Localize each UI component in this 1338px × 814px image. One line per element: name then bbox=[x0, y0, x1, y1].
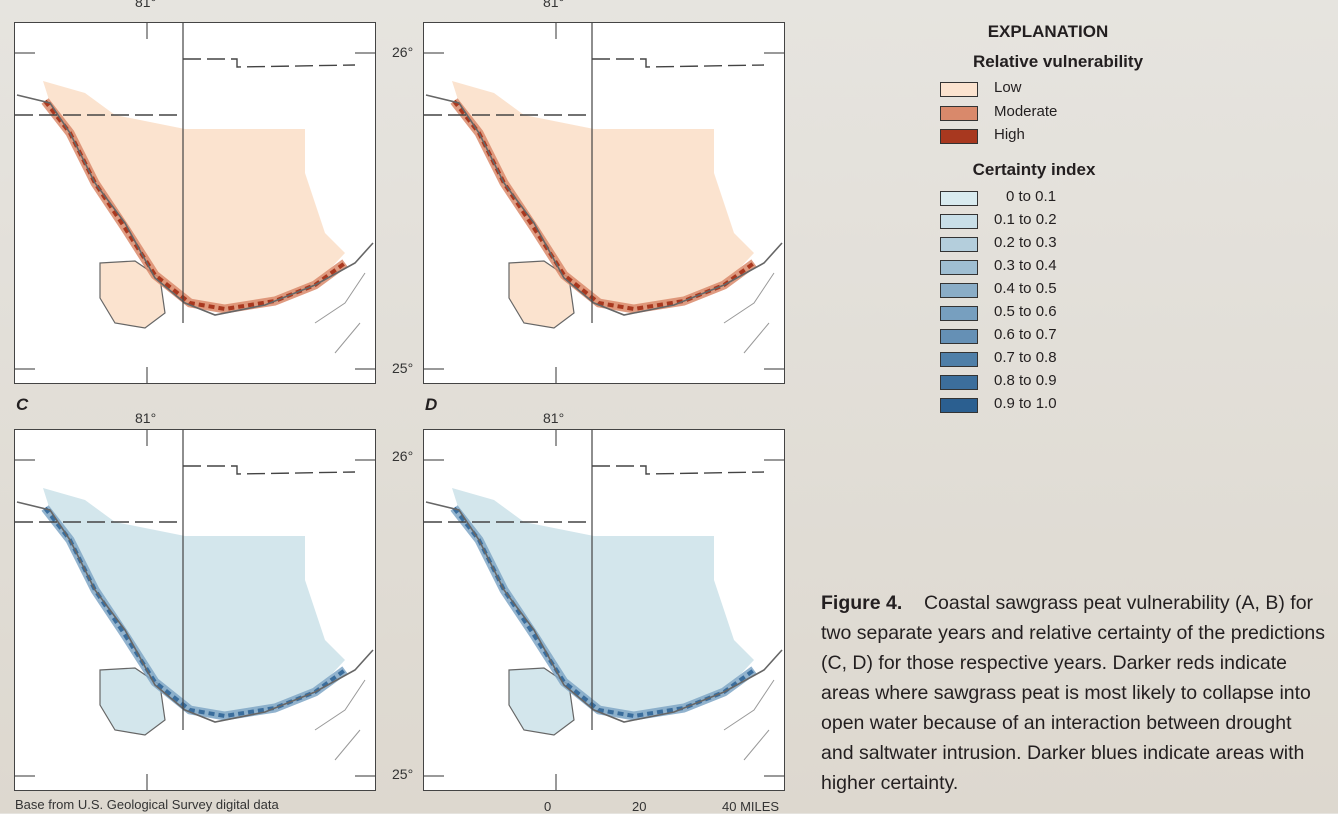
certainty-legend-title: Certainty index bbox=[972, 160, 1096, 179]
scale-label-20: 20 bbox=[632, 799, 647, 814]
lat-bottom-label-d: 25° bbox=[392, 766, 414, 782]
certainty-label: 0.7 to 0.8 bbox=[994, 349, 1057, 366]
certainty-label: 0.4 to 0.5 bbox=[994, 280, 1057, 297]
base-note: Base from U.S. Geological Survey digital… bbox=[15, 797, 279, 812]
study-area-fill bbox=[452, 488, 754, 718]
island-fill bbox=[508, 260, 575, 329]
certainty-swatch bbox=[940, 306, 978, 321]
scale-label-40: 40 MILES bbox=[722, 799, 780, 814]
county-boundary-east bbox=[183, 465, 356, 475]
lon-label-d: 81° bbox=[543, 410, 565, 426]
map-panel-c bbox=[14, 429, 376, 791]
vulnerability-label: Low bbox=[994, 79, 1022, 96]
graticule-ticks bbox=[15, 430, 375, 790]
map-panel-b bbox=[423, 22, 785, 384]
island-fill bbox=[99, 260, 166, 329]
vulnerability-label: High bbox=[994, 126, 1025, 143]
map-a-graphic bbox=[15, 23, 375, 383]
florida-keys bbox=[314, 679, 366, 761]
graticule-ticks bbox=[424, 430, 784, 790]
lon-label-a: 81° bbox=[135, 0, 157, 10]
graticule-ticks bbox=[424, 23, 784, 383]
county-boundary-east bbox=[183, 58, 356, 68]
certainty-label: 0 to 0.1 bbox=[1006, 188, 1057, 205]
legend-title: EXPLANATION bbox=[987, 22, 1109, 41]
study-area-fill bbox=[43, 488, 345, 718]
study-area-fill bbox=[43, 81, 345, 311]
certainty-swatch bbox=[940, 260, 978, 275]
map-d-graphic bbox=[424, 430, 784, 790]
certainty-swatch bbox=[940, 237, 978, 252]
certainty-label: 0.5 to 0.6 bbox=[994, 303, 1057, 320]
certainty-label: 0.8 to 0.9 bbox=[994, 372, 1057, 389]
panel-label-c: C bbox=[16, 395, 29, 414]
certainty-swatch bbox=[940, 283, 978, 298]
lon-label-b: 81° bbox=[543, 0, 565, 10]
certainty-swatch bbox=[940, 191, 978, 206]
lat-bottom-label-b: 25° bbox=[392, 360, 414, 376]
certainty-label: 0.2 to 0.3 bbox=[994, 234, 1057, 251]
map-panel-a bbox=[14, 22, 376, 384]
figure-caption: Figure 4. Coastal sawgrass peat vulnerab… bbox=[821, 588, 1326, 798]
vulnerability-swatch bbox=[940, 105, 978, 121]
coastline bbox=[425, 501, 783, 723]
panel-label-d: D bbox=[425, 395, 438, 414]
lat-top-label-b: 26° bbox=[392, 44, 414, 60]
florida-keys bbox=[723, 272, 775, 354]
island-fill bbox=[99, 667, 166, 736]
certainty-swatch bbox=[940, 329, 978, 344]
scale-label-0: 0 bbox=[544, 799, 552, 814]
certainty-label: 0.1 to 0.2 bbox=[994, 211, 1057, 228]
figure-number: Figure 4. bbox=[821, 592, 903, 614]
coastline bbox=[16, 94, 374, 316]
study-area-fill bbox=[452, 81, 754, 311]
lon-label-c: 81° bbox=[135, 410, 157, 426]
certainty-label: 0.9 to 1.0 bbox=[994, 395, 1057, 412]
certainty-swatch bbox=[940, 352, 978, 367]
certainty-label: 0.3 to 0.4 bbox=[994, 257, 1057, 274]
certainty-swatch bbox=[940, 214, 978, 229]
coastline bbox=[425, 94, 783, 316]
florida-keys bbox=[723, 679, 775, 761]
graticule-ticks bbox=[15, 23, 375, 383]
vulnerability-label: Moderate bbox=[994, 102, 1058, 120]
map-c-graphic bbox=[15, 430, 375, 790]
vulnerability-swatch bbox=[940, 82, 978, 97]
county-boundary-east bbox=[592, 465, 765, 475]
map-b-graphic bbox=[424, 23, 784, 383]
figure-caption-text: Coastal sawgrass peat vulnerability (A, … bbox=[821, 592, 1326, 794]
map-panel-d bbox=[423, 429, 785, 791]
county-boundary-east bbox=[592, 58, 765, 68]
island-fill bbox=[508, 667, 575, 736]
vulnerability-swatch bbox=[940, 129, 978, 144]
certainty-label: 0.6 to 0.7 bbox=[994, 326, 1057, 343]
vulnerability-legend-title: Relative vulnerability bbox=[972, 52, 1144, 71]
coastline bbox=[16, 501, 374, 723]
florida-keys bbox=[314, 272, 366, 354]
certainty-swatch bbox=[940, 398, 978, 413]
lat-top-label-d: 26° bbox=[392, 448, 414, 464]
certainty-swatch bbox=[940, 375, 978, 390]
